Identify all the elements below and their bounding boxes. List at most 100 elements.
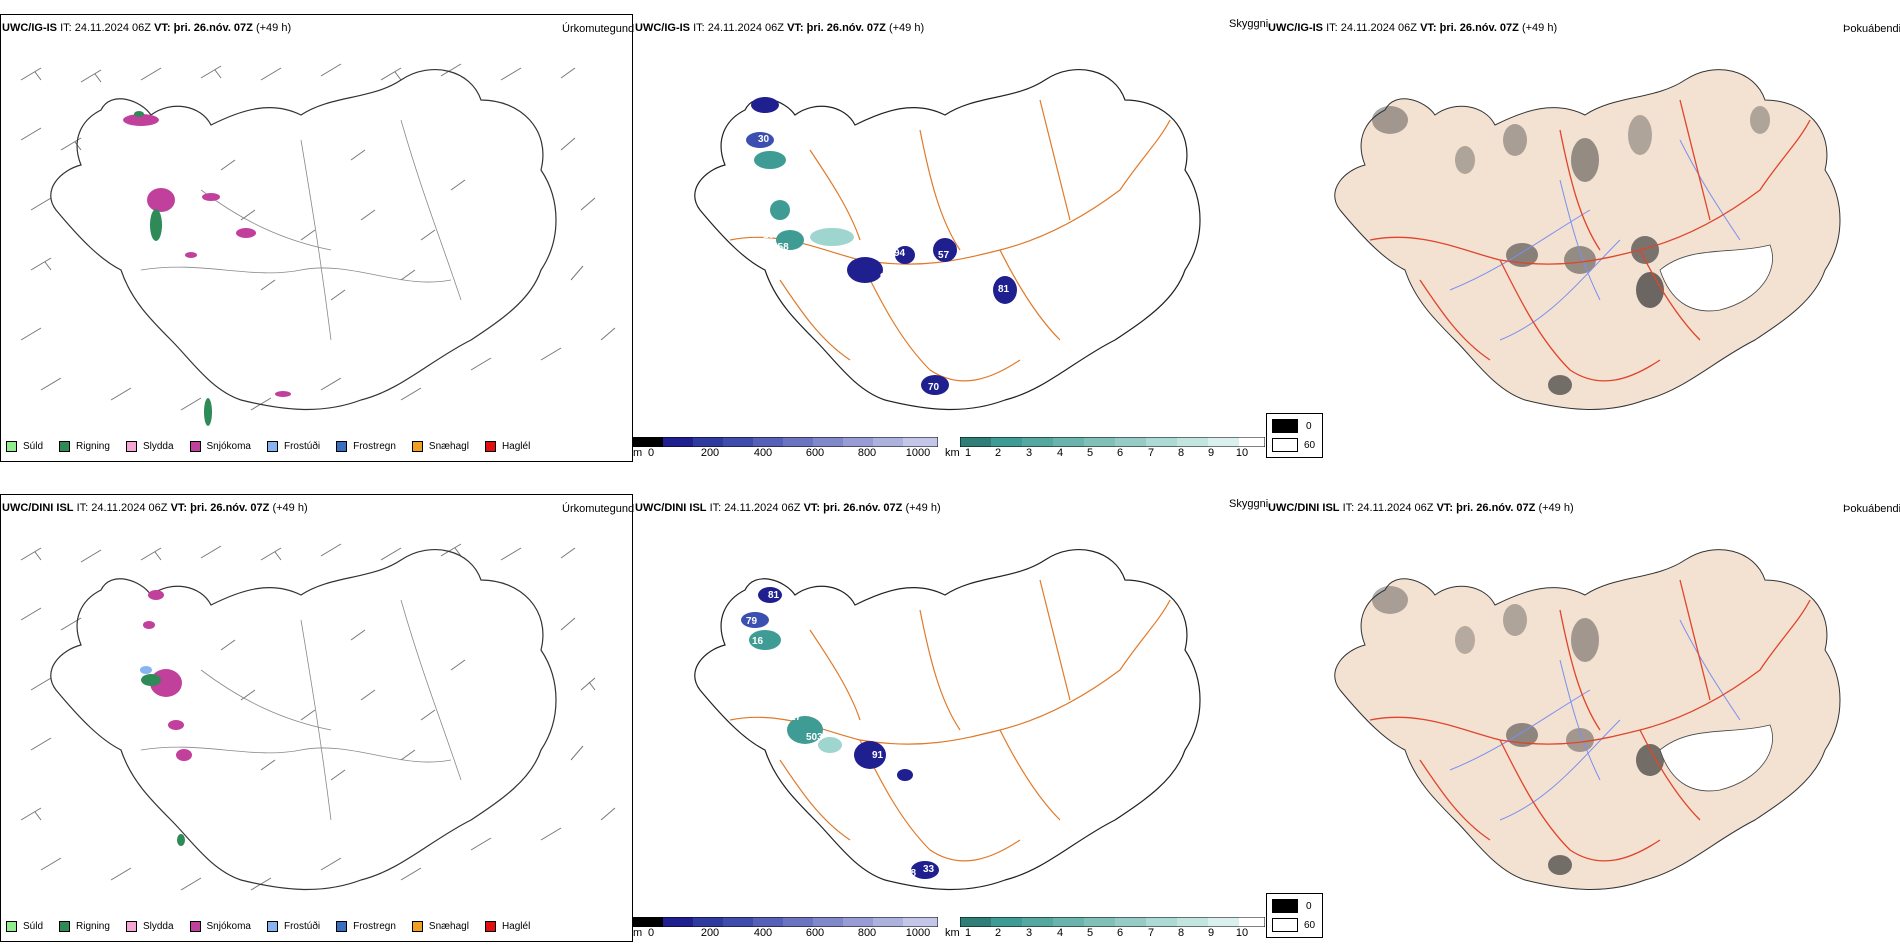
valid-time-label: VT: [154,22,171,34]
legend-swatch [266,921,278,932]
roads-grey [140,119,462,341]
legend-item-snjokoma: Snjókoma [189,441,251,452]
visibility-value-labels: 81 79 16 27 503 94 91 28 33 [746,590,935,879]
legend-swatch [411,441,423,452]
legend-item-frostudi: Frostúði [266,441,320,452]
fog-legend-swatch-black [1272,899,1298,913]
model-name: UWC/IG-IS [635,22,690,34]
glacier-blank [1659,244,1773,312]
map-header: UWC/IG-IS IT: 24.11.2024 06Z VT: þri. 26… [2,22,291,34]
model-name: UWC/IG-IS [1268,22,1323,34]
init-time-label: IT: [60,22,72,34]
valid-time: þri. 26.nóv. 07Z [1456,502,1536,514]
vis-label: 28 [905,868,917,879]
legend-item-haglel: Haglél [484,921,530,932]
colorbar-tick: 200 [700,927,720,939]
visibility-map: 72 71 30 20 16 55 258 94 92 57 81 70 12 [694,69,1201,411]
fog-shading [1372,586,1664,875]
valid-time-label: VT: [170,502,188,514]
precip-type-legend: Súld Rigning Slydda Snjókoma Frostúði Fr… [6,921,546,932]
model-name: UWC/DINI ISL [2,502,74,514]
wind-barbs [20,543,616,891]
panel-title-visibility: Skyggni [1229,18,1269,30]
precip-type-map [20,63,616,426]
legend-item-slydda: Slydda [125,921,174,932]
colorbar-tick: 4 [1056,927,1064,939]
lead-time: (+49 h) [888,22,925,34]
valid-time-label: VT: [1436,502,1454,514]
valid-time: þri. 26.nóv. 07Z [806,22,886,34]
lead-time: (+49 h) [272,502,308,514]
vis-label: 94 [888,730,900,741]
vis-label: 30 [758,134,770,145]
iceland-coastline [694,549,1201,891]
init-time: 24.11.2024 06Z [1340,22,1417,34]
vis-label: 20 [775,192,787,203]
colorbar-unit-m: m [633,927,643,939]
map-header: UWC/IG-IS IT: 24.11.2024 06Z VT: þri. 26… [635,22,924,34]
valid-time: þri. 26.nóv. 07Z [823,502,903,514]
iceland-coastline [50,549,557,891]
visibility-colorbar-meters [633,917,938,927]
legend-item-snjokoma: Snjókoma [189,921,251,932]
vis-label: 12 [910,387,922,398]
colorbar-unit-km: km [945,927,960,939]
legend-swatch [125,441,137,452]
colorbar-tick: 8 [1177,447,1185,459]
lead-time: (+49 h) [905,502,941,514]
fog-legend-label: 60 [1304,920,1316,931]
vis-label: 81 [998,284,1010,295]
visibility-colorbar-meters [633,437,938,447]
panel-title-precip-type: Úrkomutegund [562,23,635,35]
colorbar-tick: 1 [964,927,972,939]
legend-item-snaehagl: Snæhagl [411,441,469,452]
lead-time: (+49 h) [1521,22,1558,34]
legend-swatch [59,921,71,932]
panel-title-fog: Þokuábendi [1843,503,1900,515]
legend-item-slydda: Slydda [125,441,174,452]
colorbar-tick: 3 [1025,447,1033,459]
legend-item-frostregn: Frostregn [336,441,396,452]
legend-swatch [189,441,201,452]
vis-label: 94 [894,248,906,259]
init-time: 24.11.2024 06Z [74,22,151,34]
precip-type-map-frame [0,14,633,462]
fog-legend-swatch-black [1272,419,1298,433]
rivers [1449,139,1741,341]
colorbar-tick: 800 [857,927,877,939]
init-time: 24.11.2024 06Z [724,502,801,514]
model-name: UWC/IG-IS [2,22,57,34]
init-time-label: IT: [709,502,722,514]
vis-label: 72 [760,88,772,99]
precip-type-legend: Súld Rigning Slydda Snjókoma Frostúði Fr… [6,441,546,452]
iceland-coastline [50,69,557,411]
iceland-coastline [694,69,1201,411]
roads-grey [140,599,462,821]
fog-index-map [1334,549,1841,890]
colorbar-tick: 6 [1116,447,1124,459]
wind-barbs [20,63,616,411]
vis-label: 27 [790,712,802,723]
panel-title-fog: Þokuábendi [1843,23,1900,35]
legend-swatch [484,921,496,932]
map-header: UWC/DINI ISL IT: 24.11.2024 06Z VT: þri.… [635,502,941,514]
map-header: UWC/DINI ISL IT: 24.11.2024 06Z VT: þri.… [1268,502,1574,514]
legend-swatch [189,921,201,932]
model-name: UWC/DINI ISL [635,502,707,514]
visibility-areas [741,587,939,879]
init-time-label: IT: [693,22,705,34]
legend-swatch [411,921,423,932]
precip-areas [123,111,291,426]
visibility-colorbar-km [960,917,1265,927]
vis-label: 71 [748,114,760,125]
valid-time-label: VT: [787,22,804,34]
vis-label: 503 [806,732,823,743]
fog-legend-label: 60 [1304,440,1316,451]
rivers [1449,619,1741,821]
legend-swatch [6,921,17,932]
colorbar-tick: 8 [1177,927,1185,939]
road-network [729,579,1171,862]
map-header: UWC/IG-IS IT: 24.11.2024 06Z VT: þri. 26… [1268,22,1557,34]
vis-label: 92 [880,272,892,283]
fog-legend-swatch-white [1272,438,1298,452]
